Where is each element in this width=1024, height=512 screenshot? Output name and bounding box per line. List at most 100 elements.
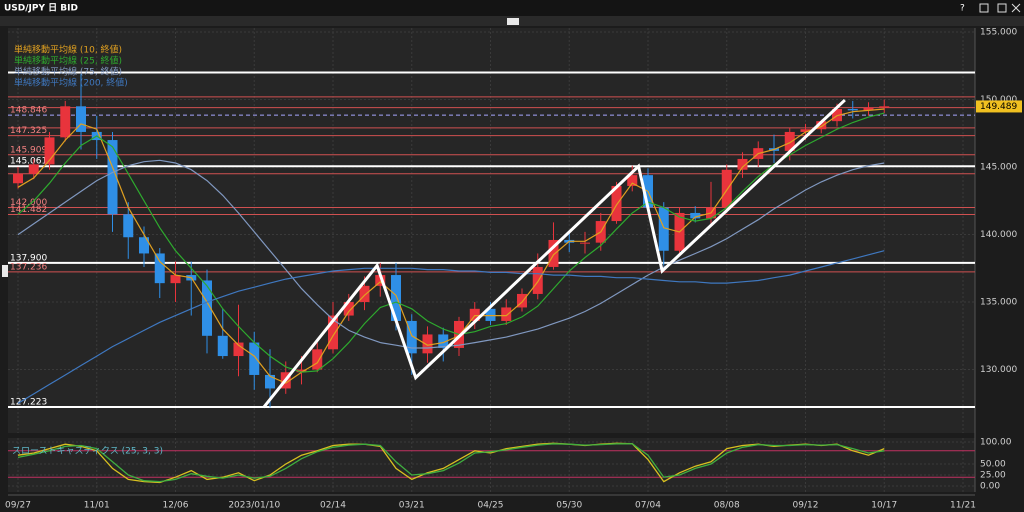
- y-tick-label: 100.00: [980, 438, 1012, 448]
- y-tick-label: 150.000: [980, 95, 1017, 105]
- x-tick-label: 09/27: [5, 501, 31, 511]
- candle-body: [343, 302, 354, 316]
- candle-body: [265, 374, 275, 389]
- last-price-tag: [976, 100, 1022, 113]
- candle-body: [847, 109, 858, 111]
- level-label: 147.325: [10, 126, 47, 136]
- candle-body: [28, 164, 39, 174]
- last-price-label: 149.489: [980, 102, 1017, 112]
- level-label: 142.000: [10, 198, 47, 208]
- indicator-title: スローストキャスティクス (25, 3, 3): [12, 446, 163, 457]
- x-tick-label: 10/17: [871, 501, 897, 511]
- window-title: USD/JPY 日 BID: [4, 3, 78, 14]
- x-tick-label: 09/12: [793, 501, 819, 511]
- candle-body: [44, 137, 55, 165]
- candle-body: [658, 207, 669, 251]
- x-tick-label: 12/06: [163, 501, 189, 511]
- candle-body: [800, 129, 811, 132]
- indicator-line: [17, 250, 885, 404]
- candle-body: [391, 275, 401, 321]
- x-tick-label: 2023/01/10: [228, 501, 280, 511]
- x-tick-label: 11/01: [84, 501, 110, 511]
- y-tick-label: 140.000: [980, 230, 1017, 240]
- title-bar: [0, 0, 1024, 16]
- candle-body: [469, 308, 480, 321]
- y-tick-label: 50.00: [980, 460, 1006, 470]
- candle-body: [60, 106, 71, 138]
- plot-layer: 130.000 135.000 140.000 145.000 150.000 155.0…: [5, 28, 1022, 511]
- candle-body: [784, 131, 795, 151]
- candle-body: [721, 169, 732, 208]
- candle-body: [13, 173, 23, 184]
- candle-body: [107, 140, 118, 215]
- candle-body: [611, 185, 622, 222]
- level-label: 137.236: [10, 262, 47, 272]
- level-label: 145.061: [10, 157, 47, 167]
- y-tick-label: 155.000: [980, 28, 1017, 38]
- candle-body: [580, 242, 590, 244]
- candle-body: [139, 237, 149, 254]
- candle-body: [170, 275, 181, 284]
- y-tick-label: 0.00: [980, 482, 1000, 492]
- y-tick-label: 135.000: [980, 298, 1017, 308]
- candle-body: [233, 342, 244, 357]
- x-tick-label: 07/04: [635, 501, 661, 511]
- candle-body: [312, 349, 323, 370]
- candle-body: [328, 315, 338, 350]
- main-plot: [8, 28, 975, 433]
- trend-line: [262, 98, 846, 409]
- candle-body: [627, 175, 638, 186]
- candle-body: [879, 106, 890, 108]
- level-label: 141.482: [10, 205, 47, 215]
- y-tick-label: 130.000: [980, 365, 1017, 375]
- x-tick-label: 08/08: [714, 501, 740, 511]
- candle-body: [832, 109, 842, 122]
- candle-body: [154, 253, 165, 284]
- x-tick-label: 05/30: [556, 501, 582, 511]
- candle-body: [532, 266, 543, 294]
- maximize-button[interactable]: [997, 3, 1007, 13]
- stochastic-plot: [8, 438, 975, 492]
- candle-body: [501, 307, 512, 321]
- y-tick-label: 25.00: [980, 471, 1006, 481]
- level-label: 145.909: [10, 145, 47, 155]
- candle-body: [737, 158, 748, 170]
- legend-entry: 単純移動平均線 (10, 終値): [14, 44, 122, 56]
- y-tick-label: 145.000: [980, 163, 1017, 173]
- indicator-line: [17, 108, 885, 384]
- candle-body: [422, 334, 433, 354]
- candle-body: [863, 107, 874, 111]
- indicator-line: [17, 443, 885, 483]
- legend-entry: 単純移動平均線 (25, 終値): [14, 55, 122, 67]
- level-label: 148.846: [10, 106, 47, 116]
- help-button[interactable]: ?: [960, 4, 965, 14]
- level-label: 137.900: [10, 253, 47, 263]
- x-tick-label: 11/21: [950, 501, 976, 511]
- candle-body: [816, 121, 827, 130]
- side-handle[interactable]: [2, 265, 8, 277]
- candle-body: [202, 280, 212, 336]
- candle-body: [517, 293, 527, 308]
- level-label: 127.223: [10, 398, 47, 408]
- legend-entry: 単純移動平均線 (200, 終値): [14, 77, 128, 89]
- candle-body: [548, 239, 559, 267]
- collapse-button[interactable]: [507, 18, 519, 25]
- close-button[interactable]: [1011, 3, 1021, 13]
- candle-body: [406, 320, 417, 354]
- candle-body: [76, 106, 86, 132]
- candle-body: [359, 285, 370, 303]
- restore-button[interactable]: [979, 3, 989, 13]
- x-tick-label: 02/14: [320, 501, 346, 511]
- candle-body: [438, 334, 449, 348]
- candle-body: [123, 214, 134, 238]
- legend-entry: 単純移動平均線 (75, 終値): [14, 66, 122, 78]
- x-tick-label: 04/25: [478, 501, 504, 511]
- indicator-line: [17, 112, 885, 373]
- candle-body: [375, 275, 386, 286]
- candle-body: [690, 212, 701, 219]
- candle-body: [485, 308, 496, 321]
- x-tick-label: 03/21: [399, 501, 425, 511]
- candle-body: [296, 369, 307, 373]
- candle-body: [249, 342, 260, 375]
